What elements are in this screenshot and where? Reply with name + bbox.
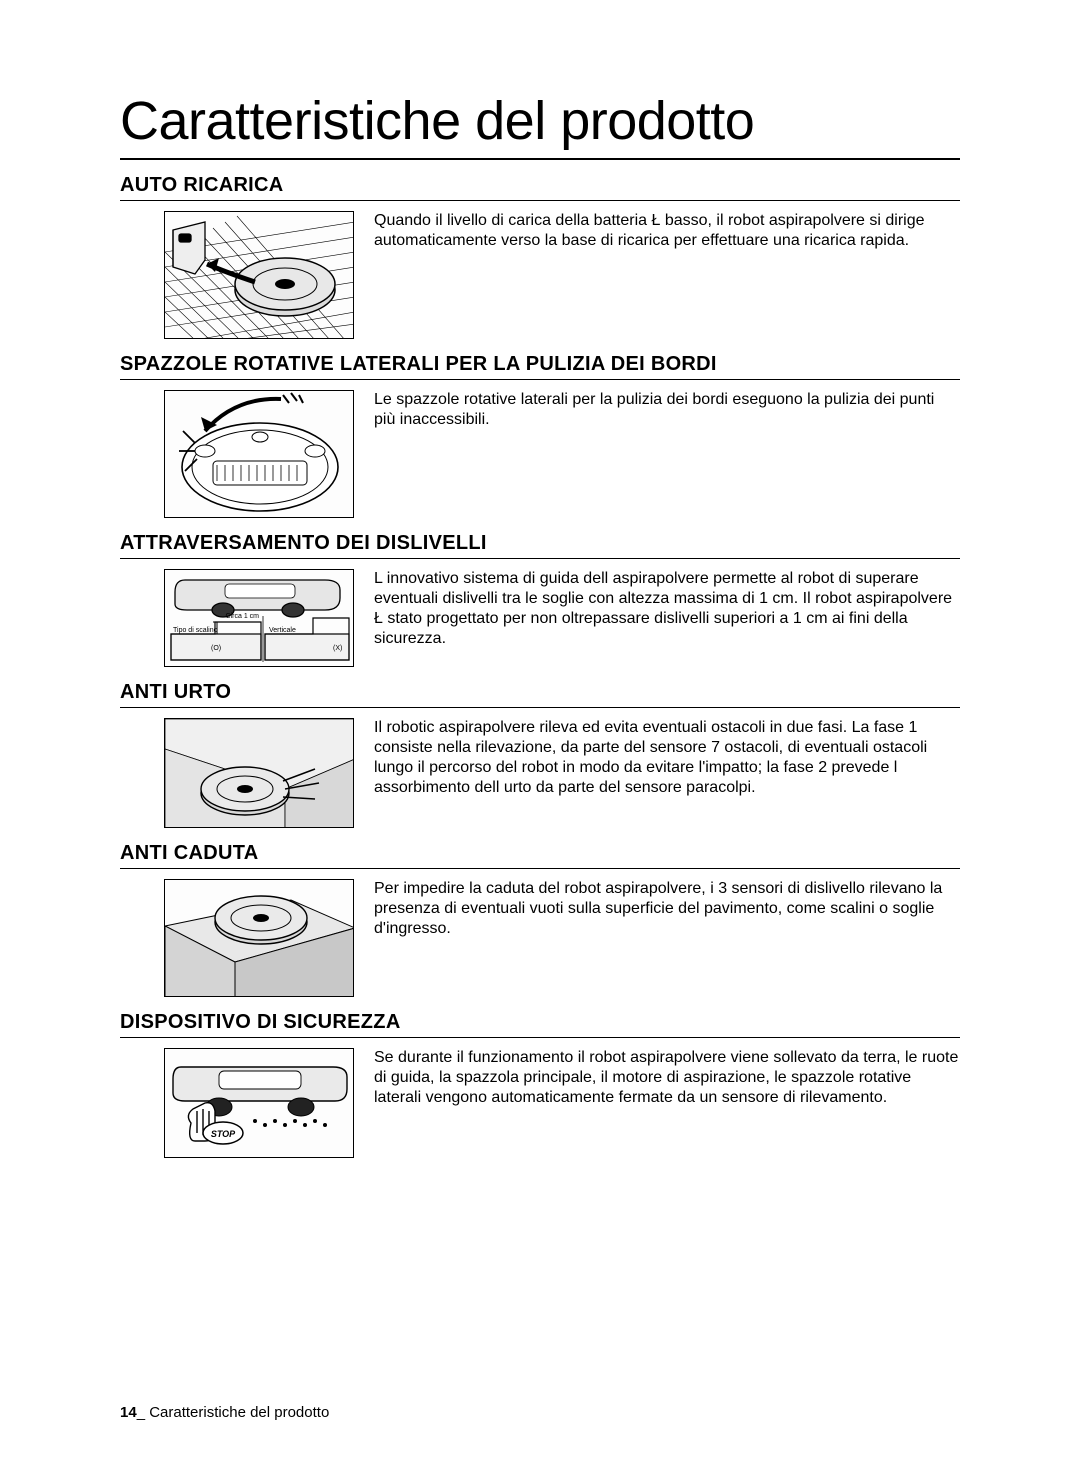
label-stop: STOP bbox=[211, 1129, 236, 1139]
illustration-robot-docking bbox=[164, 211, 354, 339]
feature-body: Per impedire la caduta del robot aspirap… bbox=[120, 879, 960, 997]
illustration-robot-edge bbox=[164, 879, 354, 997]
feature-body: Quando il livello di carica della batter… bbox=[120, 211, 960, 339]
feature-heading: ANTI URTO bbox=[120, 681, 960, 708]
label-no: (X) bbox=[333, 645, 342, 652]
label-ok: (O) bbox=[211, 645, 221, 652]
feature-anti-urto: ANTI URTO Il robotic bbox=[120, 681, 960, 828]
feature-auto-ricarica: AUTO RICARICA bbox=[120, 174, 960, 339]
page-title: Caratteristiche del prodotto bbox=[120, 90, 960, 160]
feature-text: Le spazzole rotative laterali per la pul… bbox=[374, 390, 960, 430]
illustration-robot-lifted: STOP bbox=[164, 1048, 354, 1158]
illustration-robot-underside bbox=[164, 390, 354, 518]
page-footer: 14_ Caratteristiche del prodotto bbox=[120, 1404, 329, 1421]
feature-text: Per impedire la caduta del robot aspirap… bbox=[374, 879, 960, 939]
feature-attraversamento-dislivelli: ATTRAVERSAMENTO DEI DISLIVELLI bbox=[120, 532, 960, 667]
label-step-type: Tipo di scalino bbox=[173, 627, 218, 634]
feature-dispositivo-sicurezza: DISPOSITIVO DI SICUREZZA bbox=[120, 1011, 960, 1158]
feature-body: Le spazzole rotative laterali per la pul… bbox=[120, 390, 960, 518]
feature-heading: ATTRAVERSAMENTO DEI DISLIVELLI bbox=[120, 532, 960, 559]
feature-heading: SPAZZOLE ROTATIVE LATERALI PER LA PULIZI… bbox=[120, 353, 960, 380]
footer-separator: _ bbox=[137, 1404, 150, 1421]
label-vertical: Verticale bbox=[269, 627, 296, 634]
footer-text: Caratteristiche del prodotto bbox=[149, 1404, 329, 1421]
feature-text: L innovativo sistema di guida dell aspir… bbox=[374, 569, 960, 649]
feature-spazzole-laterali: SPAZZOLE ROTATIVE LATERALI PER LA PULIZI… bbox=[120, 353, 960, 518]
feature-heading: ANTI CADUTA bbox=[120, 842, 960, 869]
illustration-step-diagram: Circa 1 cm Tipo di scalino Verticale (O)… bbox=[164, 569, 354, 667]
feature-text: Quando il livello di carica della batter… bbox=[374, 211, 960, 251]
feature-heading: AUTO RICARICA bbox=[120, 174, 960, 201]
feature-text: Il robotic aspirapolvere rileva ed evita… bbox=[374, 718, 960, 798]
feature-body: Il robotic aspirapolvere rileva ed evita… bbox=[120, 718, 960, 828]
label-approx: Circa 1 cm bbox=[226, 613, 260, 620]
page-number: 14 bbox=[120, 1404, 137, 1421]
feature-body: STOP Se durante il funzionamento il robo… bbox=[120, 1048, 960, 1158]
illustration-robot-wall bbox=[164, 718, 354, 828]
feature-body: Circa 1 cm Tipo di scalino Verticale (O)… bbox=[120, 569, 960, 667]
feature-anti-caduta: ANTI CADUTA Per impedire la caduta del r… bbox=[120, 842, 960, 997]
feature-text: Se durante il funzionamento il robot asp… bbox=[374, 1048, 960, 1108]
feature-heading: DISPOSITIVO DI SICUREZZA bbox=[120, 1011, 960, 1038]
